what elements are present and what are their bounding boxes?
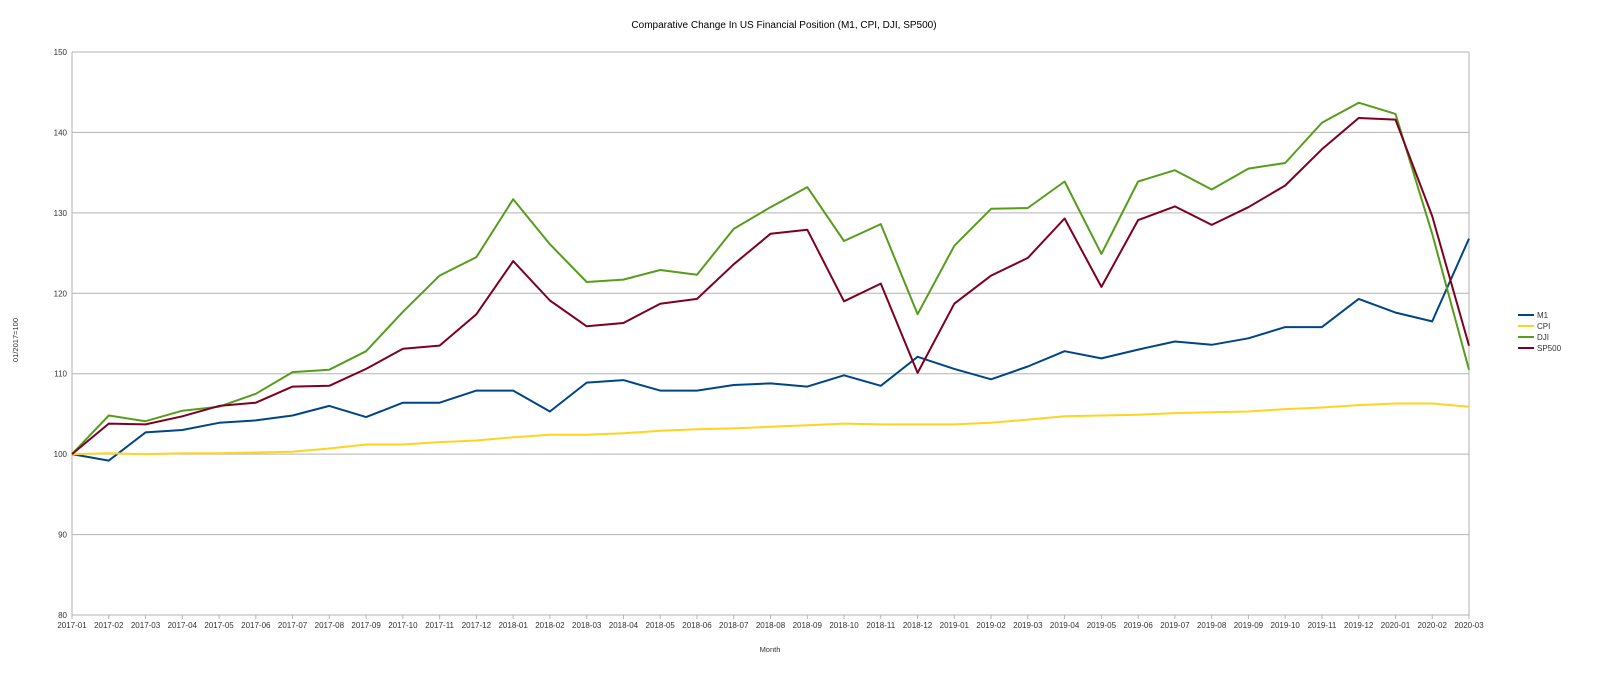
x-tick-label: 2019-12 [1344, 621, 1374, 630]
legend-label-sp500: SP500 [1537, 344, 1562, 353]
series-lines [71, 101, 1470, 462]
y-axis-ticks: 80 90 100 110 120 130 140 150 [54, 48, 68, 620]
x-tick-label: 2018-01 [498, 621, 528, 630]
legend-label-cpi: CPI [1537, 322, 1550, 331]
y-tick-label: 100 [54, 450, 68, 459]
x-tick-label: 2019-11 [1308, 621, 1337, 630]
x-tick-label: 2019-01 [940, 621, 970, 630]
y-axis-title: 01/2017=100 [11, 318, 20, 362]
x-tick-label: 2018-11 [866, 621, 895, 630]
x-tick-label: 2019-10 [1271, 621, 1301, 630]
x-tick-label: 2017-03 [131, 621, 161, 630]
x-tick-label: 2017-10 [388, 621, 418, 630]
x-tick-label: 2019-07 [1160, 621, 1190, 630]
x-tick-label: 2018-06 [682, 621, 712, 630]
x-tick-label: 2017-11 [425, 621, 454, 630]
x-tick-label: 2019-05 [1087, 621, 1117, 630]
x-tick-label: 2017-06 [241, 621, 271, 630]
x-tick-label: 2019-02 [976, 621, 1006, 630]
y-tick-label: 80 [58, 611, 67, 620]
x-tick-label: 2018-07 [719, 621, 749, 630]
x-tick-label: 2017-08 [315, 621, 345, 630]
x-tick-label: 2017-09 [351, 621, 381, 630]
legend-label-m1: M1 [1537, 311, 1549, 320]
x-tick-label: 2018-08 [756, 621, 786, 630]
x-tick-label: 2019-04 [1050, 621, 1080, 630]
x-tick-label: 2017-07 [278, 621, 308, 630]
x-tick-label: 2017-01 [57, 621, 87, 630]
series-line-sp500 [71, 117, 1470, 455]
chart-legend: M1 CPI DJI SP500 [1518, 311, 1562, 353]
y-tick-label: 130 [54, 209, 68, 218]
x-tick-label: 2019-08 [1197, 621, 1227, 630]
y-tick-label: 110 [54, 370, 67, 379]
x-axis-ticks: 2017-01 2017-02 2017-03 2017-04 2017-05 2017-… [57, 615, 1484, 630]
grid-lines [72, 51, 1469, 616]
x-axis-title: Month [760, 645, 781, 654]
series-line-cpi [71, 402, 1470, 456]
chart-title: Comparative Change In US Financial Posit… [631, 20, 936, 31]
y-tick-label: 120 [54, 289, 68, 298]
x-tick-label: 2019-06 [1123, 621, 1153, 630]
y-tick-label: 90 [58, 531, 67, 540]
x-tick-label: 2019-03 [1013, 621, 1043, 630]
x-tick-label: 2018-02 [535, 621, 565, 630]
x-tick-label: 2018-12 [903, 621, 933, 630]
x-tick-label: 2017-02 [94, 621, 124, 630]
legend-label-dji: DJI [1537, 333, 1549, 342]
y-tick-label: 150 [54, 48, 68, 57]
series-line-dji [71, 101, 1470, 455]
x-tick-label: 2017-05 [204, 621, 234, 630]
x-tick-label: 2020-03 [1454, 621, 1484, 630]
y-tick-label: 140 [54, 128, 68, 137]
x-tick-label: 2018-03 [572, 621, 602, 630]
x-tick-label: 2018-09 [793, 621, 823, 630]
x-tick-label: 2020-01 [1381, 621, 1411, 630]
x-tick-label: 2018-05 [646, 621, 676, 630]
x-tick-label: 2020-02 [1418, 621, 1448, 630]
x-tick-label: 2019-09 [1234, 621, 1264, 630]
x-tick-label: 2018-04 [609, 621, 639, 630]
x-tick-label: 2018-10 [829, 621, 859, 630]
x-tick-label: 2017-04 [168, 621, 198, 630]
x-tick-label: 2017-12 [462, 621, 492, 630]
series-line-m1 [71, 238, 1470, 462]
plot-frame [71, 52, 1470, 615]
